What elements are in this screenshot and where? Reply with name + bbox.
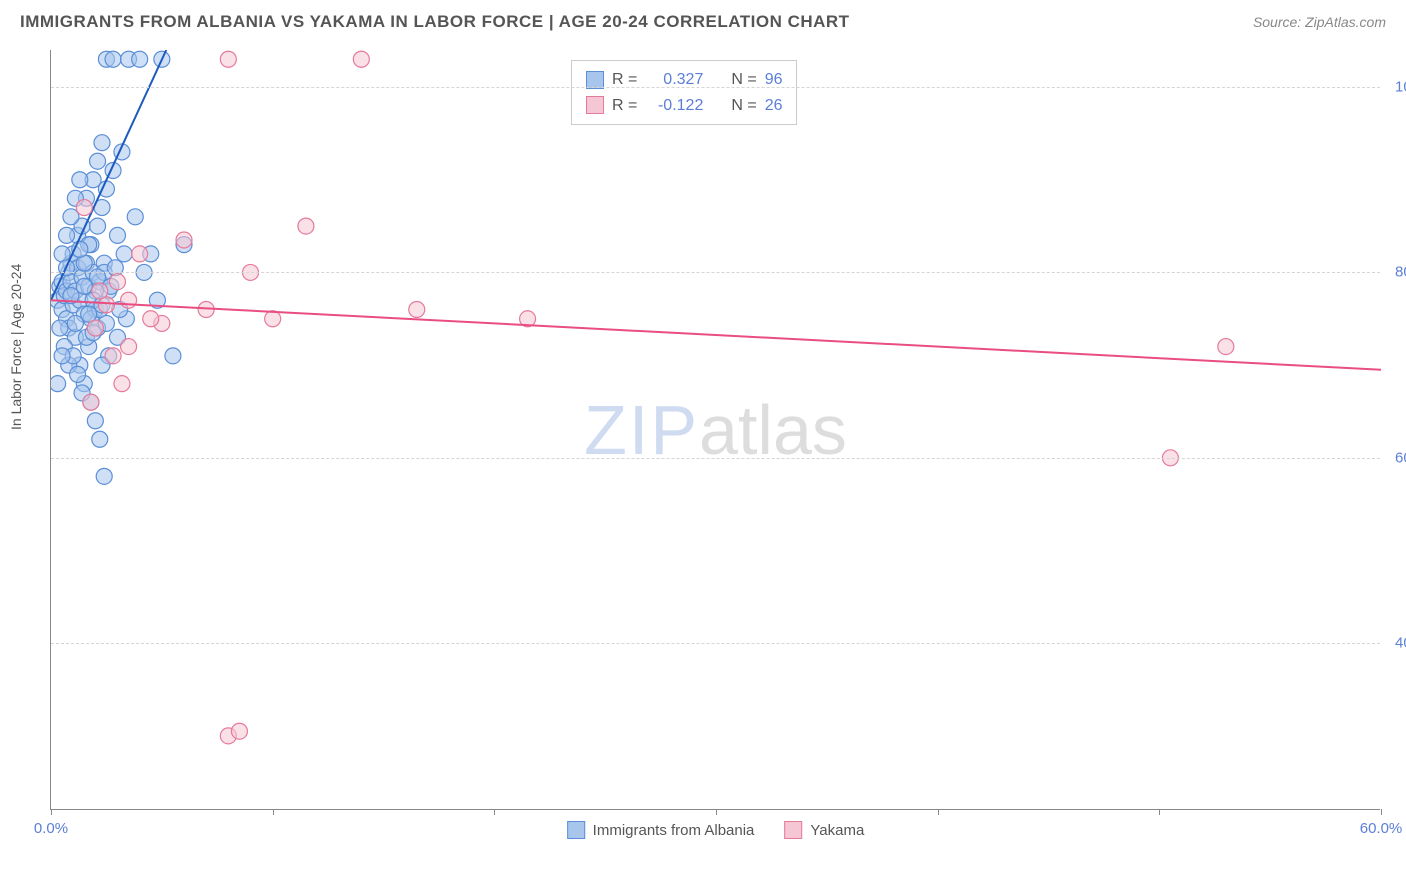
data-point xyxy=(127,209,143,225)
data-point xyxy=(92,283,108,299)
plot-svg xyxy=(51,50,1380,809)
gridline xyxy=(51,87,1380,88)
data-point xyxy=(105,348,121,364)
stats-legend: R = 0.327 N = 96 R = -0.122 N = 26 xyxy=(571,60,797,125)
data-point xyxy=(353,51,369,67)
x-tick xyxy=(494,809,495,815)
legend-swatch xyxy=(586,96,604,114)
data-point xyxy=(87,413,103,429)
data-point xyxy=(132,51,148,67)
data-point xyxy=(409,302,425,318)
gridline xyxy=(51,272,1380,273)
y-tick-label: 100.0% xyxy=(1385,79,1406,96)
plot-area: ZIPatlas R =0.327N =96R =-0.122N =26 Imm… xyxy=(50,50,1380,810)
x-tick xyxy=(1159,809,1160,815)
data-point xyxy=(121,339,137,355)
chart-header: IMMIGRANTS FROM ALBANIA VS YAKAMA IN LAB… xyxy=(20,12,1386,32)
data-point xyxy=(165,348,181,364)
data-point xyxy=(83,394,99,410)
data-point xyxy=(105,51,121,67)
data-point xyxy=(132,246,148,262)
data-point xyxy=(76,200,92,216)
x-tick xyxy=(273,809,274,815)
data-point xyxy=(121,292,137,308)
n-value: 26 xyxy=(765,93,783,119)
r-label: R = xyxy=(612,67,637,93)
data-point xyxy=(1218,339,1234,355)
legend-swatch xyxy=(567,821,585,839)
gridline xyxy=(51,458,1380,459)
x-tick-label: 0.0% xyxy=(34,820,68,837)
series-legend-label: Yakama xyxy=(810,822,864,839)
r-label: R = xyxy=(612,93,637,119)
y-tick-label: 40.0% xyxy=(1385,635,1406,652)
data-point xyxy=(231,723,247,739)
data-point xyxy=(96,468,112,484)
data-point xyxy=(265,311,281,327)
data-point xyxy=(50,376,66,392)
data-point xyxy=(59,227,75,243)
gridline xyxy=(51,643,1380,644)
data-point xyxy=(116,246,132,262)
y-tick-label: 80.0% xyxy=(1385,264,1406,281)
r-value: 0.327 xyxy=(645,67,703,93)
series-legend-item: Immigrants from Albania xyxy=(567,821,755,839)
data-point xyxy=(298,218,314,234)
series-legend-item: Yakama xyxy=(784,821,864,839)
stats-legend-row: R = -0.122 N = 26 xyxy=(586,93,782,119)
x-tick-label: 60.0% xyxy=(1360,820,1403,837)
x-tick xyxy=(716,809,717,815)
legend-swatch xyxy=(784,821,802,839)
data-point xyxy=(114,376,130,392)
data-point xyxy=(90,218,106,234)
y-tick-label: 60.0% xyxy=(1385,449,1406,466)
data-point xyxy=(52,320,68,336)
data-point xyxy=(94,135,110,151)
data-point xyxy=(70,366,86,382)
n-label: N = xyxy=(731,67,756,93)
stats-legend-row: R = 0.327 N = 96 xyxy=(586,67,782,93)
source-attribution: Source: ZipAtlas.com xyxy=(1253,14,1386,30)
y-axis-label: In Labor Force | Age 20-24 xyxy=(8,264,24,430)
data-point xyxy=(220,51,236,67)
data-point xyxy=(176,232,192,248)
data-point xyxy=(110,227,126,243)
x-tick xyxy=(938,809,939,815)
data-point xyxy=(143,311,159,327)
n-value: 96 xyxy=(765,67,783,93)
r-value: -0.122 xyxy=(645,93,703,119)
data-point xyxy=(110,274,126,290)
data-point xyxy=(98,181,114,197)
data-point xyxy=(92,431,108,447)
series-legend-label: Immigrants from Albania xyxy=(593,822,755,839)
data-point xyxy=(54,348,70,364)
series-legend: Immigrants from Albania Yakama xyxy=(567,821,865,839)
data-point xyxy=(90,153,106,169)
chart-title: IMMIGRANTS FROM ALBANIA VS YAKAMA IN LAB… xyxy=(20,12,850,32)
data-point xyxy=(87,320,103,336)
x-tick xyxy=(1381,809,1382,815)
trend-line xyxy=(51,300,1381,370)
data-point xyxy=(72,172,88,188)
n-label: N = xyxy=(731,93,756,119)
x-tick xyxy=(51,809,52,815)
